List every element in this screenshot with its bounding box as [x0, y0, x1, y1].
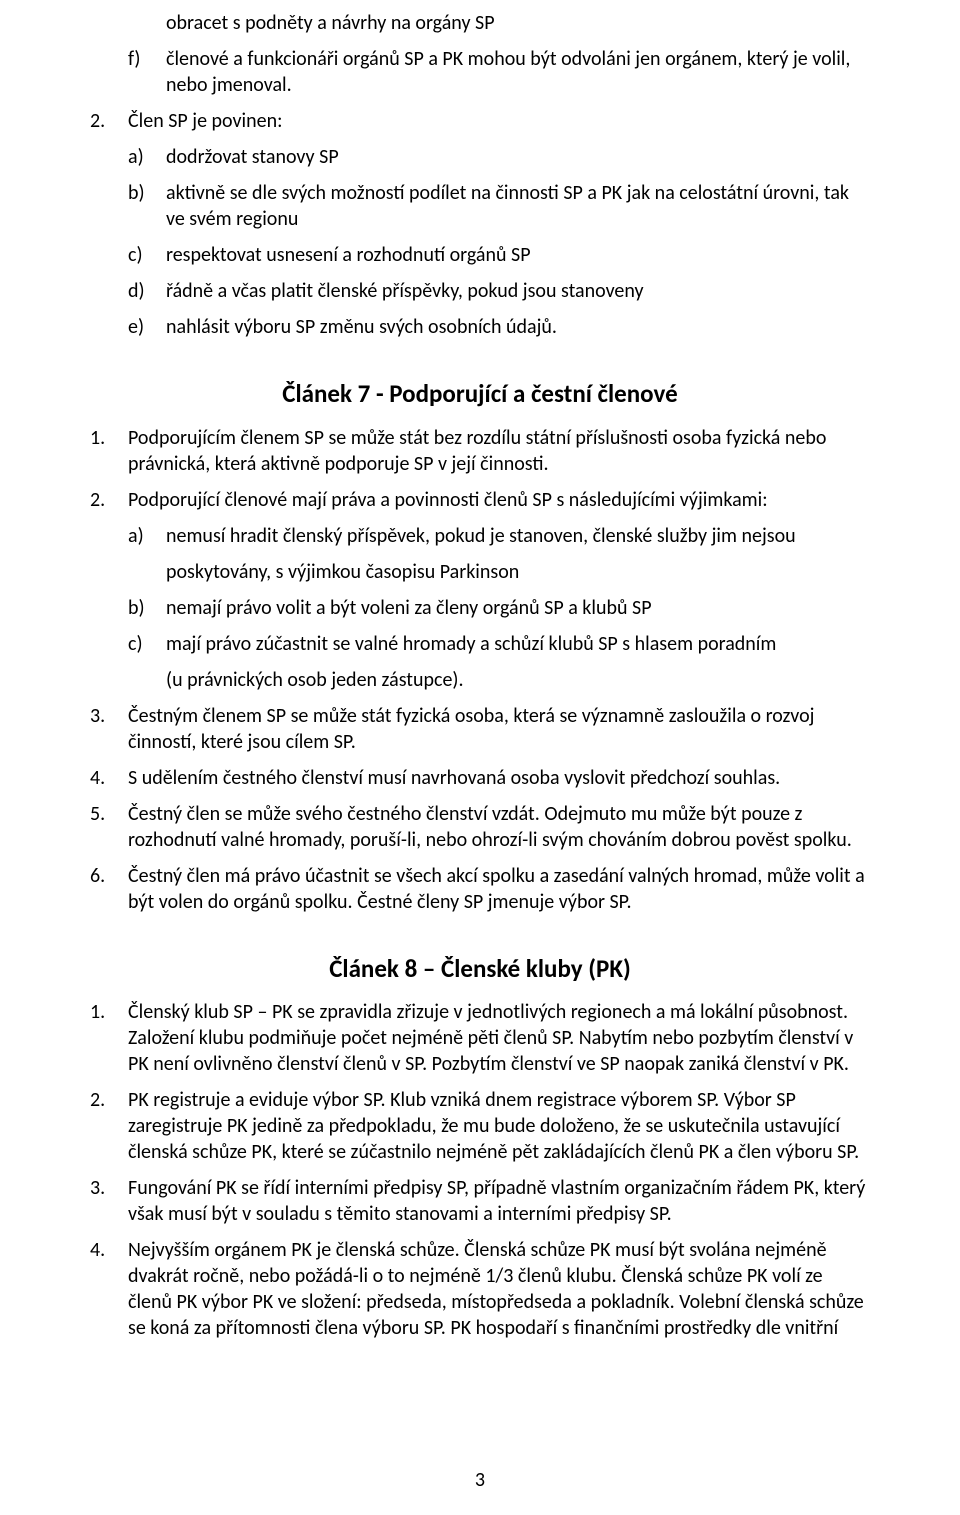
list-item: c) mají právo zúčastnit se valné hromady…	[90, 631, 870, 693]
list-marker: b)	[128, 180, 145, 206]
list-marker: 2.	[90, 1087, 105, 1113]
paragraph-text: Podporující členové mají práva a povinno…	[128, 488, 768, 512]
list-item: a) nemusí hradit členský příspěvek, poku…	[90, 523, 870, 585]
list-marker: 5.	[90, 801, 105, 827]
paragraph-text: Fungování PK se řídí interními předpisy …	[128, 1176, 865, 1226]
list-item: b) aktivně se dle svých možností podílet…	[90, 180, 870, 232]
list-marker: f)	[128, 46, 140, 72]
document-page: obracet s podněty a návrhy na orgány SP …	[0, 0, 960, 1515]
paragraph-text: aktivně se dle svých možností podílet na…	[166, 181, 849, 231]
list-item: 1. Členský klub SP – PK se zpravidla zři…	[90, 999, 870, 1077]
list-marker: c)	[128, 242, 143, 268]
paragraph-text: (u právnických osob jeden zástupce).	[166, 667, 870, 693]
paragraph-text: Čestný člen má právo účastnit se všech a…	[128, 864, 865, 914]
article-heading: Článek 8 – Členské kluby (PK)	[90, 953, 870, 986]
list-marker: 3.	[90, 1175, 105, 1201]
list-item: 2. Podporující členové mají práva a povi…	[90, 487, 870, 513]
page-number: 3	[0, 1467, 960, 1493]
paragraph-text: řádně a včas platit členské příspěvky, p…	[166, 279, 644, 303]
list-item: 3. Fungování PK se řídí interními předpi…	[90, 1175, 870, 1227]
list-item: 5. Čestný člen se může svého čestného čl…	[90, 801, 870, 853]
list-marker: 3.	[90, 703, 105, 729]
list-marker: 2.	[90, 487, 105, 513]
list-marker: d)	[128, 278, 145, 304]
list-marker: 4.	[90, 1237, 105, 1263]
list-marker: 4.	[90, 765, 105, 791]
list-item: 1. Podporujícím členem SP se může stát b…	[90, 425, 870, 477]
paragraph-text: Čestný člen se může svého čestného člens…	[128, 802, 852, 852]
article-heading: Článek 7 - Podporující a čestní členové	[90, 378, 870, 411]
paragraph-text: Podporujícím členem SP se může stát bez …	[128, 426, 826, 476]
list-item: 6. Čestný člen má právo účastnit se všec…	[90, 863, 870, 915]
list-item: 4. Nejvyšším orgánem PK je členská schůz…	[90, 1237, 870, 1341]
list-item: 2. PK registruje a eviduje výbor SP. Klu…	[90, 1087, 870, 1165]
list-item: c) respektovat usnesení a rozhodnutí org…	[90, 242, 870, 268]
list-item: obracet s podněty a návrhy na orgány SP	[90, 10, 870, 36]
paragraph-text: obracet s podněty a návrhy na orgány SP	[166, 11, 495, 35]
list-marker: 6.	[90, 863, 105, 889]
paragraph-text: dodržovat stanovy SP	[166, 145, 339, 169]
paragraph-text: respektovat usnesení a rozhodnutí orgánů…	[166, 243, 531, 267]
paragraph-text: nemusí hradit členský příspěvek, pokud j…	[166, 524, 796, 548]
paragraph-text: Čestným členem SP se může stát fyzická o…	[128, 704, 814, 754]
paragraph-text: mají právo zúčastnit se valné hromady a …	[166, 632, 776, 656]
paragraph-text: Člen SP je povinen:	[128, 109, 282, 133]
list-marker: b)	[128, 595, 145, 621]
paragraph-text: PK registruje a eviduje výbor SP. Klub v…	[128, 1088, 859, 1164]
list-item: b) nemají právo volit a být voleni za čl…	[90, 595, 870, 621]
paragraph-text: nemají právo volit a být voleni za členy…	[166, 596, 652, 620]
paragraph-text: nahlásit výboru SP změnu svých osobních …	[166, 315, 557, 339]
paragraph-text: Nejvyšším orgánem PK je členská schůze. …	[128, 1238, 864, 1340]
list-item: e) nahlásit výboru SP změnu svých osobní…	[90, 314, 870, 340]
list-item: f) členové a funkcionáři orgánů SP a PK …	[90, 46, 870, 98]
list-marker: 2.	[90, 108, 105, 134]
list-item: a) dodržovat stanovy SP	[90, 144, 870, 170]
list-item: 2. Člen SP je povinen:	[90, 108, 870, 134]
list-item: 3. Čestným členem SP se může stát fyzick…	[90, 703, 870, 755]
list-marker: 1.	[90, 425, 105, 451]
paragraph-text: Členský klub SP – PK se zpravidla zřizuj…	[128, 1000, 853, 1076]
list-marker: a)	[128, 523, 144, 549]
paragraph-text: členové a funkcionáři orgánů SP a PK moh…	[166, 47, 850, 97]
paragraph-text: S udělením čestného členství musí navrho…	[128, 766, 780, 790]
list-item: d) řádně a včas platit členské příspěvky…	[90, 278, 870, 304]
list-marker: a)	[128, 144, 144, 170]
list-marker: 1.	[90, 999, 105, 1025]
paragraph-text: poskytovány, s výjimkou časopisu Parkins…	[166, 559, 870, 585]
list-marker: c)	[128, 631, 143, 657]
list-item: 4. S udělením čestného členství musí nav…	[90, 765, 870, 791]
list-marker: e)	[128, 314, 144, 340]
